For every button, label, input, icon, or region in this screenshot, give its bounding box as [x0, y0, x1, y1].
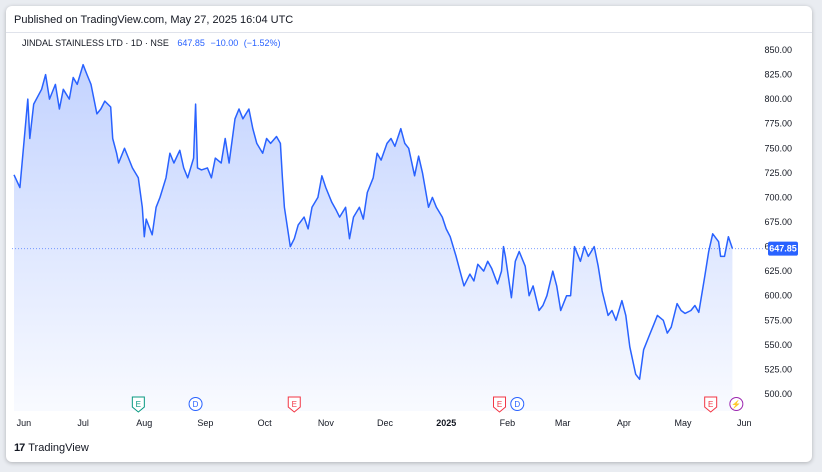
last-price-label-text: 647.85: [769, 244, 797, 254]
y-tick-label: 600.00: [764, 291, 792, 301]
last-price-label: 647.85: [768, 241, 798, 256]
event-marker-dividend[interactable]: D: [188, 397, 203, 411]
y-tick-label: 775.00: [764, 119, 792, 129]
x-tick-label: Mar: [555, 418, 571, 428]
x-tick-label: Jun: [737, 418, 752, 428]
y-tick-label: 625.00: [764, 266, 792, 276]
x-tick-label: Apr: [617, 418, 631, 428]
symbol-legend: JINDAL STAINLESS LTD · 1D · NSE 647.85 −…: [22, 38, 281, 48]
x-tick-label: Jun: [17, 418, 32, 428]
x-tick-label: Nov: [318, 418, 335, 428]
price-line: [13, 63, 734, 381]
symbol-name: JINDAL STAINLESS LTD · 1D · NSE: [22, 38, 169, 48]
brand-name: TradingView: [28, 442, 89, 454]
y-tick-label: 850.00: [764, 45, 792, 55]
price-area: [14, 64, 733, 411]
y-tick-label: 800.00: [764, 94, 792, 104]
event-marker-earnings[interactable]: E: [493, 396, 507, 413]
event-marker-earnings[interactable]: E: [287, 396, 301, 413]
event-letter: E: [136, 400, 141, 409]
x-tick-label: Oct: [258, 418, 273, 428]
x-tick-label: Dec: [377, 418, 394, 428]
event-marker-dividend[interactable]: D: [510, 397, 525, 411]
x-tick-label: Jul: [77, 418, 89, 428]
event-letter: D: [514, 400, 520, 409]
event-marker-split[interactable]: ⚡: [729, 397, 744, 411]
y-tick-label: 700.00: [764, 192, 792, 202]
x-tick-label: Aug: [136, 418, 152, 428]
price-chart[interactable]: 500.00525.00550.00575.00600.00625.00650.…: [6, 6, 812, 462]
y-tick-label: 675.00: [764, 217, 792, 227]
footer-brand[interactable]: 17 TradingView: [14, 442, 89, 454]
y-tick-label: 825.00: [764, 70, 792, 80]
x-tick-label: May: [675, 418, 693, 428]
event-marker-earnings-green[interactable]: E: [131, 396, 145, 413]
chart-card: Published on TradingView.com, May 27, 20…: [6, 6, 812, 462]
y-tick-label: 725.00: [764, 168, 792, 178]
price-change: −10.00: [210, 38, 239, 48]
x-tick-label: Sep: [197, 418, 213, 428]
event-letter: E: [708, 400, 713, 409]
published-text: Published on TradingView.com, May 27, 20…: [14, 14, 294, 26]
top-divider: [6, 32, 812, 33]
tradingview-logo-icon: 17: [14, 442, 25, 454]
y-tick-label: 575.00: [764, 315, 792, 325]
event-letter: E: [292, 400, 297, 409]
x-tick-label: Feb: [500, 418, 516, 428]
event-marker-earnings[interactable]: E: [704, 396, 718, 413]
last-price: 647.85: [177, 38, 205, 48]
event-letter: E: [497, 400, 502, 409]
y-tick-label: 550.00: [764, 340, 792, 350]
y-tick-label: 500.00: [764, 389, 792, 399]
y-tick-label: 750.00: [764, 143, 792, 153]
y-tick-label: 525.00: [764, 364, 792, 374]
x-tick-label: 2025: [436, 418, 456, 428]
price-change-percent: (−1.52%): [243, 38, 281, 48]
event-letter: D: [193, 400, 199, 409]
event-letter: ⚡: [731, 399, 741, 409]
